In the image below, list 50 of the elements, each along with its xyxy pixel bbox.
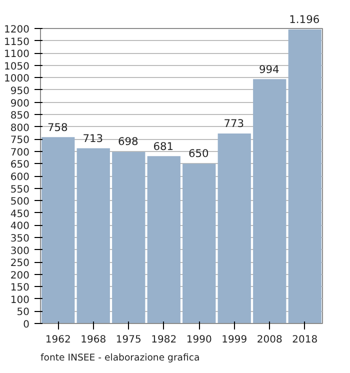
bar <box>182 164 216 324</box>
y-tick-label: 900 <box>10 98 30 110</box>
y-tick-label: 50 <box>16 307 30 318</box>
y-tick-label: 850 <box>10 110 30 122</box>
source-note: fonte INSEE - elaborazione grafica <box>40 352 200 364</box>
x-tick-label: 1990 <box>186 334 212 346</box>
y-tick-label: 1050 <box>4 61 30 72</box>
data-label: 773 <box>224 116 244 130</box>
x-tick-label: 1962 <box>45 334 71 346</box>
y-tick-label: 450 <box>10 208 30 220</box>
y-tick-label: 100 <box>10 294 30 306</box>
data-label: 713 <box>82 132 104 145</box>
y-tick-label: 1150 <box>4 36 30 48</box>
data-label: 650 <box>188 147 209 160</box>
data-label: 681 <box>153 140 174 153</box>
y-tick-label: 200 <box>10 270 30 282</box>
bar <box>288 29 322 324</box>
x-tick-label: 1982 <box>151 334 177 346</box>
bar <box>112 152 146 324</box>
y-tick-label: 550 <box>10 184 30 196</box>
bar <box>253 79 286 324</box>
y-tick-label: 650 <box>10 160 30 171</box>
y-tick-label: 750 <box>10 135 30 146</box>
y-tick-label: 700 <box>10 147 30 158</box>
data-label: 1.196 <box>289 12 320 26</box>
y-tick-label: 300 <box>10 246 30 257</box>
y-tick-label: 400 <box>10 221 30 232</box>
bar <box>76 148 110 324</box>
x-tick-label: 1999 <box>222 334 248 346</box>
y-tick-label: 1200 <box>4 24 30 36</box>
y-tick-label: 950 <box>10 86 30 97</box>
y-tick-label: 0 <box>23 320 30 330</box>
data-label: 994 <box>258 62 280 76</box>
y-tick-label: 800 <box>10 122 30 134</box>
y-tick-label: 600 <box>10 172 30 183</box>
data-label: 758 <box>47 120 68 134</box>
bar <box>147 156 180 324</box>
y-tick-label: 250 <box>10 258 30 270</box>
x-tick-label: 2008 <box>256 334 282 346</box>
data-label: 698 <box>118 135 138 148</box>
bar <box>42 137 75 324</box>
y-tick-label: 1100 <box>4 49 30 60</box>
x-tick-label: 2018 <box>292 334 318 346</box>
y-tick-label: 1000 <box>4 74 30 85</box>
x-tick-label: 1968 <box>80 334 106 346</box>
bar <box>218 133 251 324</box>
x-tick-label: 1975 <box>116 334 142 346</box>
y-tick-label: 500 <box>10 196 30 208</box>
y-tick-label: 150 <box>10 282 30 294</box>
y-tick-label: 350 <box>10 233 30 244</box>
